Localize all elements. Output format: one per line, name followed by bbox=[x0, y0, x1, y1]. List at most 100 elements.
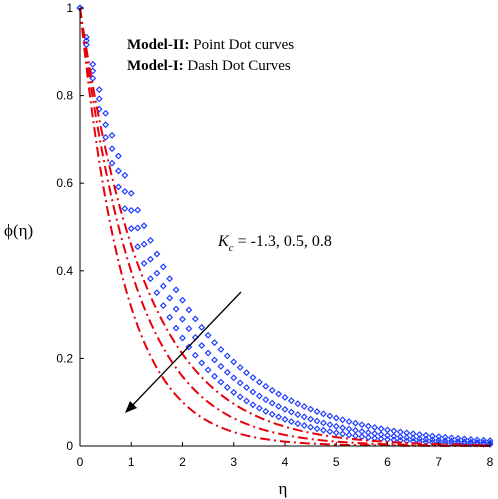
data-point bbox=[255, 404, 263, 412]
data-point bbox=[326, 412, 334, 420]
data-point bbox=[377, 431, 385, 438]
data-point bbox=[275, 402, 283, 410]
data-point bbox=[275, 413, 283, 421]
data-point bbox=[358, 421, 366, 429]
data-point bbox=[217, 362, 225, 370]
data-point bbox=[313, 417, 321, 425]
data-point bbox=[486, 440, 494, 448]
x-tick-label: 6 bbox=[384, 455, 391, 469]
data-point bbox=[140, 240, 148, 248]
data-point bbox=[230, 374, 238, 382]
data-point bbox=[249, 401, 257, 409]
data-point bbox=[236, 393, 244, 401]
series-layer bbox=[76, 4, 494, 448]
data-point bbox=[255, 378, 263, 386]
data-point bbox=[147, 275, 154, 283]
model-II-point-curve bbox=[76, 4, 494, 445]
data-point bbox=[153, 289, 161, 297]
data-point bbox=[166, 294, 174, 302]
data-point bbox=[294, 420, 302, 428]
data-point bbox=[159, 263, 167, 271]
data-point bbox=[339, 430, 347, 438]
legend-model-ii-desc: Point Dot curves bbox=[190, 37, 295, 53]
x-tick-label: 8 bbox=[487, 455, 494, 469]
data-point bbox=[345, 418, 353, 426]
data-point bbox=[384, 426, 391, 434]
data-point bbox=[89, 60, 97, 68]
data-point bbox=[358, 433, 366, 441]
data-point bbox=[262, 382, 270, 390]
data-point bbox=[153, 269, 161, 277]
data-point bbox=[287, 397, 295, 405]
data-point bbox=[319, 410, 327, 418]
y-tick-label: 1 bbox=[66, 1, 73, 15]
data-point bbox=[179, 315, 186, 323]
data-point bbox=[300, 403, 308, 410]
model-I-dash-dot-curve bbox=[79, 7, 491, 447]
data-point bbox=[153, 250, 161, 258]
annotation: Kc = -1.3, 0.5, 0.8 bbox=[125, 233, 332, 413]
y-tick-label: 0.6 bbox=[56, 176, 73, 190]
legend: Model-II: Point Dot curves Model-I: Dash… bbox=[127, 37, 294, 74]
data-point bbox=[287, 408, 295, 416]
data-point bbox=[230, 388, 238, 396]
data-point bbox=[480, 436, 488, 444]
data-point bbox=[211, 356, 218, 364]
data-point bbox=[435, 433, 443, 441]
data-point bbox=[236, 379, 244, 387]
data-point bbox=[294, 411, 302, 419]
data-point bbox=[134, 243, 142, 251]
data-point bbox=[223, 368, 231, 376]
data-point bbox=[108, 159, 116, 167]
data-point bbox=[409, 434, 417, 442]
annotation-symbol: K bbox=[217, 233, 230, 250]
data-point bbox=[108, 131, 116, 139]
data-point bbox=[352, 432, 359, 440]
data-point bbox=[114, 167, 122, 175]
data-point bbox=[127, 225, 135, 232]
data-point bbox=[307, 423, 315, 431]
data-point bbox=[249, 388, 257, 396]
data-point bbox=[89, 67, 97, 75]
data-point bbox=[377, 425, 385, 433]
data-point bbox=[243, 384, 251, 392]
data-point bbox=[223, 384, 231, 391]
y-axis-label: ϕ(η) bbox=[4, 221, 33, 240]
y-tick-label: 0 bbox=[66, 439, 73, 453]
data-point bbox=[198, 359, 206, 367]
data-point bbox=[191, 315, 199, 323]
data-point bbox=[127, 189, 135, 197]
annotation-arrowhead bbox=[125, 401, 137, 413]
data-point bbox=[243, 397, 251, 405]
data-point bbox=[140, 259, 148, 267]
data-point bbox=[460, 438, 468, 446]
data-point bbox=[172, 305, 180, 313]
data-point bbox=[416, 431, 423, 438]
data-point bbox=[198, 342, 206, 349]
data-point bbox=[332, 414, 340, 422]
data-point bbox=[319, 419, 327, 427]
data-point bbox=[275, 390, 283, 398]
data-point bbox=[159, 282, 167, 290]
data-point bbox=[172, 286, 180, 294]
data-point bbox=[384, 431, 391, 439]
data-point bbox=[268, 386, 276, 394]
data-point bbox=[223, 352, 231, 360]
data-point bbox=[262, 407, 270, 415]
data-point bbox=[352, 426, 359, 434]
data-point bbox=[473, 436, 481, 444]
data-point bbox=[166, 275, 174, 283]
legend-model-ii-name: Model-II: bbox=[127, 37, 190, 53]
data-point bbox=[198, 323, 206, 331]
data-point bbox=[448, 437, 456, 445]
data-point bbox=[204, 349, 212, 357]
data-point bbox=[339, 416, 347, 424]
data-point bbox=[422, 431, 430, 439]
data-point bbox=[191, 351, 199, 359]
data-point bbox=[307, 415, 315, 423]
data-point bbox=[364, 434, 372, 441]
data-point bbox=[249, 374, 257, 382]
data-point bbox=[185, 325, 193, 333]
data-point bbox=[300, 413, 308, 421]
data-point bbox=[403, 434, 411, 442]
